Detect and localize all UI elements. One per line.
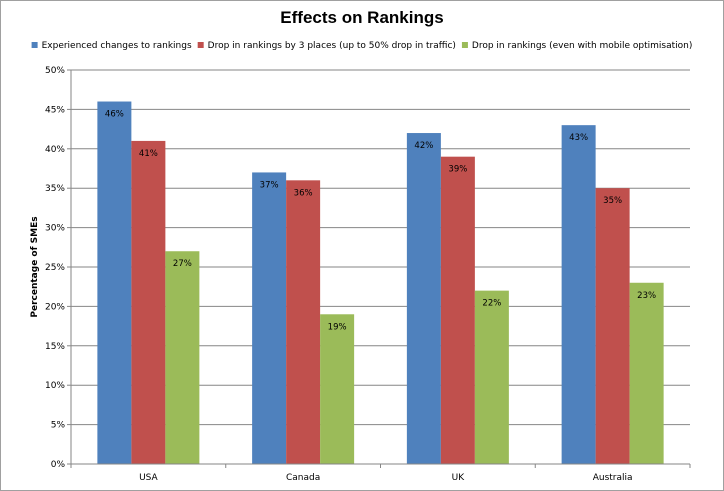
- y-tick-label: 10%: [45, 381, 65, 391]
- y-tick-label: 20%: [45, 302, 65, 312]
- bars: 46% 41% 27% 37% 36% 19% 42% 39% 22% 43% 35% 23%: [97, 101, 664, 465]
- y-axis-label: Percentage of SMEs: [30, 216, 40, 317]
- data-label: 43%: [569, 133, 588, 143]
- y-tick-label: 0%: [51, 460, 66, 470]
- data-label: 37%: [260, 180, 279, 190]
- legend-item: Drop in rankings (even with mobile optim…: [461, 41, 692, 51]
- data-label: 46%: [105, 110, 124, 120]
- legend-swatch: [31, 42, 38, 48]
- bar-uk-series-2: [440, 156, 475, 464]
- x-category-label: Canada: [286, 473, 320, 483]
- bar-canada-series-1: [252, 172, 287, 464]
- y-tick-label: 40%: [45, 145, 65, 155]
- chart-title: Effects on Rankings: [280, 8, 443, 27]
- legend-swatch: [461, 42, 468, 48]
- data-label: 22%: [482, 299, 501, 309]
- x-category-label: UK: [452, 473, 466, 483]
- bar-canada-series-2: [286, 180, 321, 464]
- bar-usa-series-3: [165, 251, 200, 464]
- y-tick-label: 45%: [45, 105, 65, 115]
- y-tick-label: 50%: [45, 66, 65, 76]
- bar-uk-series-3: [474, 290, 509, 464]
- bar-australia-series-3: [629, 282, 664, 464]
- bar-usa-series-2: [131, 140, 166, 465]
- bar-australia-series-1: [561, 125, 596, 464]
- legend-item: Drop in rankings by 3 places (up to 50% …: [197, 41, 456, 51]
- y-tick-label: 15%: [45, 342, 65, 352]
- y-tick-label: 5%: [51, 421, 66, 431]
- data-label: 36%: [294, 188, 313, 198]
- data-label: 19%: [328, 322, 347, 332]
- axes: [67, 69, 691, 468]
- x-category-label: Australia: [593, 473, 633, 483]
- legend-swatch: [197, 42, 204, 48]
- bar-australia-series-2: [595, 188, 630, 464]
- legend-label: Drop in rankings (even with mobile optim…: [472, 41, 692, 51]
- legend-label: Drop in rankings by 3 places (up to 50% …: [208, 41, 456, 51]
- y-tick-label: 35%: [45, 184, 65, 194]
- bar-usa-series-1: [97, 101, 132, 465]
- data-label: 41%: [139, 149, 158, 159]
- data-label: 35%: [603, 196, 622, 206]
- x-category-labels: USA Canada UK Australia: [139, 473, 632, 483]
- y-tick-labels: 0% 5% 10% 15% 20% 25% 30% 35% 40% 45% 50%: [45, 66, 65, 470]
- legend-item: Experienced changes to rankings: [31, 41, 192, 51]
- legend-label: Experienced changes to rankings: [42, 41, 192, 51]
- data-label: 39%: [448, 165, 467, 175]
- bar-canada-series-3: [320, 314, 355, 464]
- legend: Experienced changes to rankings Drop in r…: [31, 41, 692, 51]
- y-tick-label: 25%: [45, 263, 65, 273]
- data-label: 23%: [637, 291, 656, 301]
- bar-uk-series-1: [406, 133, 441, 465]
- data-label: 42%: [414, 141, 433, 151]
- data-label: 27%: [173, 259, 192, 269]
- x-category-label: USA: [139, 473, 158, 483]
- y-tick-label: 30%: [45, 224, 65, 234]
